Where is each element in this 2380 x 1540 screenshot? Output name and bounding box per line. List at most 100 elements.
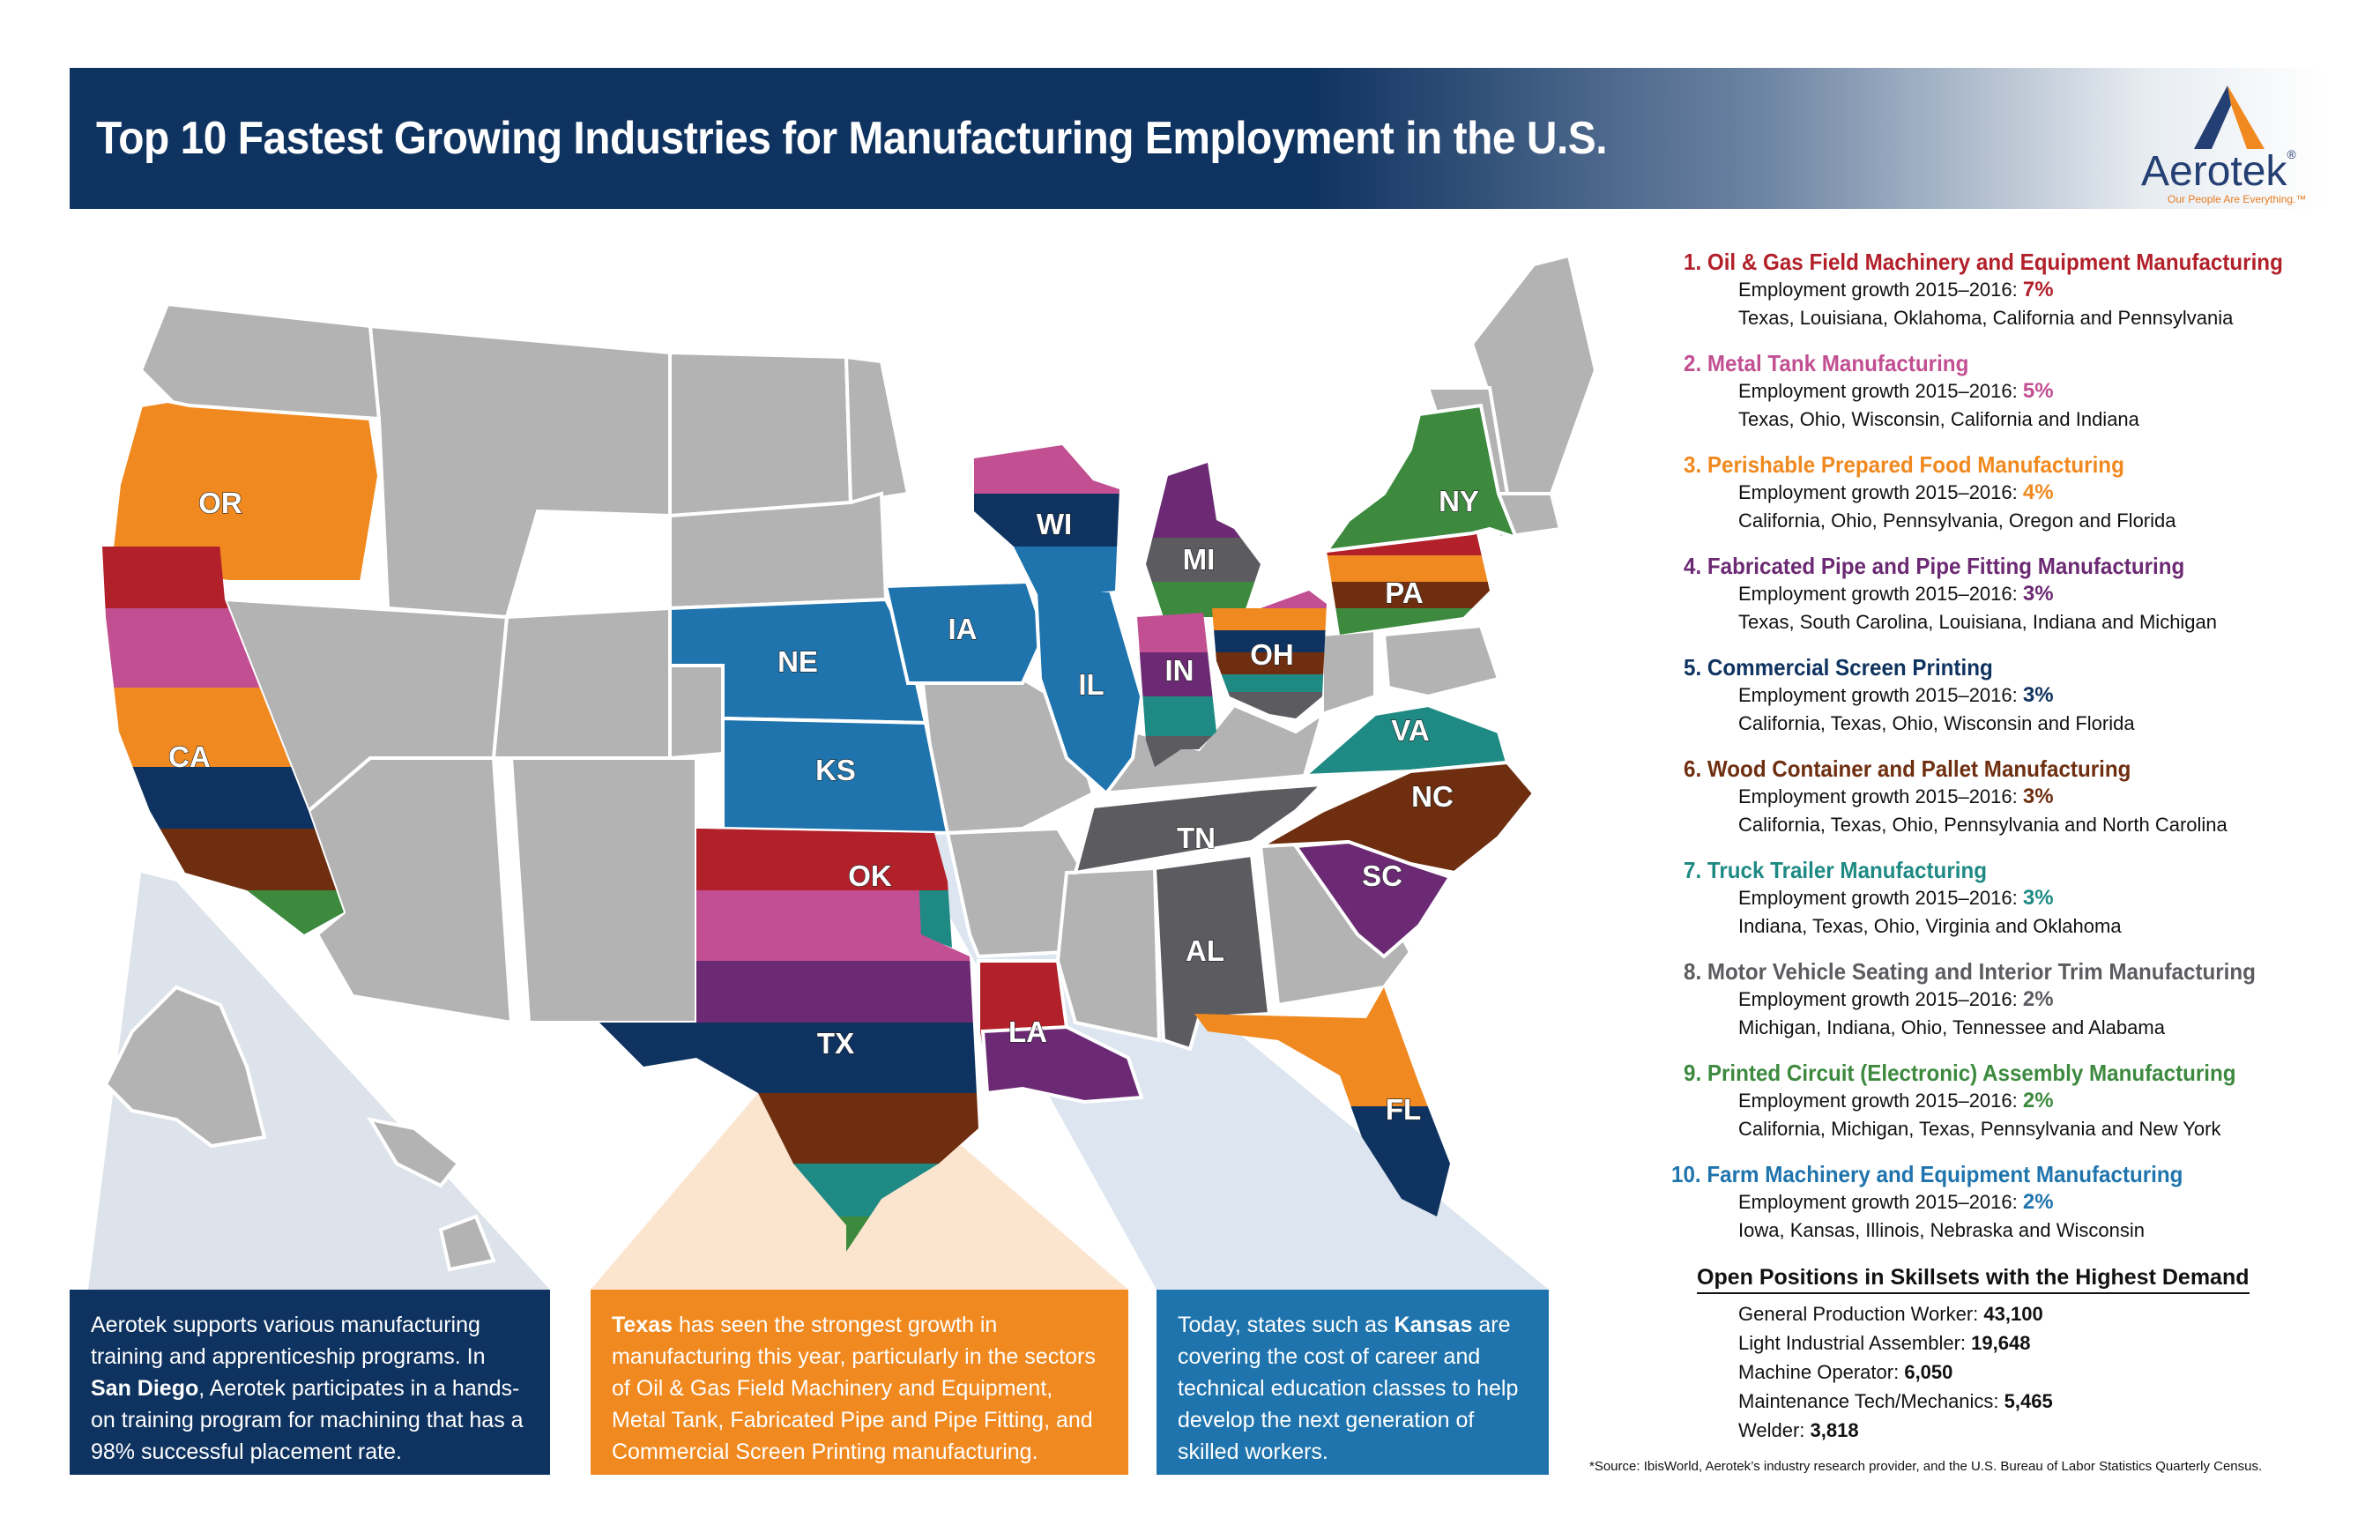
industry-states: Michigan, Indiana, Ohio, Tennessee and A… — [1738, 1016, 2165, 1038]
logo-tagline: Our People Are Everything.™ — [2168, 193, 2307, 205]
state-label-ca: CA — [168, 740, 211, 773]
industry-title: 9. Printed Circuit (Electronic) Assembly… — [1684, 1060, 2307, 1087]
state-label-nc: NC — [1411, 780, 1454, 813]
state-label-pa: PA — [1385, 577, 1423, 609]
industry-growth-line: Employment growth 2015–2016: 5% — [1684, 377, 2354, 405]
open-positions-rows: General Production Worker: 43,100 Light I… — [1697, 1299, 2314, 1445]
callout-kansas-bold: Kansas — [1394, 1313, 1473, 1337]
industry-growth-line: Employment growth 2015–2016: 7% — [1684, 276, 2354, 304]
state-label-or: OR — [198, 487, 242, 519]
state-label-sc: SC — [1362, 859, 1402, 892]
logo-wordmark: Aerotek® — [2141, 147, 2296, 196]
industry-growth-label: Employment growth 2015–2016: — [1738, 279, 2018, 301]
state-label-il: IL — [1078, 668, 1104, 701]
industry-states: California, Texas, Ohio, Wisconsin and F… — [1738, 712, 2135, 734]
industry-item: 4. Fabricated Pipe and Pipe Fitting Manu… — [1684, 553, 2354, 636]
industry-growth-line: Employment growth 2015–2016: 3% — [1684, 580, 2354, 608]
industry-growth-line: Employment growth 2015–2016: 2% — [1684, 1087, 2354, 1115]
industry-name: Commercial Screen Printing — [1707, 654, 1993, 681]
industry-title: 5. Commercial Screen Printing — [1684, 654, 2307, 681]
open-position-value: 3,818 — [1810, 1419, 1859, 1441]
open-position-row: Maintenance Tech/Mechanics: 5,465 — [1697, 1387, 2314, 1416]
state-label-ia: IA — [948, 613, 978, 645]
industry-growth-line: Employment growth 2015–2016: 3% — [1684, 884, 2354, 912]
industry-growth-label: Employment growth 2015–2016: — [1738, 380, 2018, 402]
callout-texas-post: has seen the strongest growth in manufac… — [612, 1313, 1096, 1464]
callout-kansas: Today, states such as Kansas are coverin… — [1157, 1290, 1549, 1475]
industry-name: Fabricated Pipe and Pipe Fitting Manufac… — [1707, 553, 2185, 579]
state-la-lower — [980, 1024, 1144, 1105]
open-position-row: Welder: 3,818 — [1697, 1416, 2314, 1445]
industry-growth-label: Employment growth 2015–2016: — [1738, 684, 2018, 706]
industry-name: Printed Circuit (Electronic) Assembly Ma… — [1707, 1060, 2236, 1086]
industry-item: 9. Printed Circuit (Electronic) Assembly… — [1684, 1060, 2354, 1143]
industry-title: 1. Oil & Gas Field Machinery and Equipme… — [1684, 249, 2307, 276]
industry-states: Texas, Louisiana, Oklahoma, California a… — [1738, 307, 2234, 329]
logo-triangle-icon — [2194, 86, 2265, 149]
state-label-ny: NY — [1439, 485, 1479, 517]
open-positions: Open Positions in Skillsets with the Hig… — [1697, 1265, 2314, 1445]
open-position-value: 6,050 — [1904, 1361, 1953, 1383]
industry-list: 1. Oil & Gas Field Machinery and Equipme… — [1671, 249, 2354, 1262]
callout-san-diego-bold: San Diego — [91, 1376, 199, 1401]
industry-name: Metal Tank Manufacturing — [1707, 350, 1969, 376]
industry-growth-value: 3% — [2022, 582, 2054, 606]
callout-san-diego-post: , Aerotek participates in a hands-on tra… — [91, 1376, 524, 1464]
callout-wedge-san-diego — [88, 873, 550, 1290]
industry-growth-label: Employment growth 2015–2016: — [1738, 1090, 2018, 1112]
callout-texas: Texas has seen the strongest growth in m… — [591, 1290, 1128, 1475]
industry-item: 5. Commercial Screen Printing Employment … — [1684, 654, 2354, 738]
industry-rank: 10. — [1671, 1161, 1701, 1187]
industry-growth-value: 3% — [2022, 785, 2054, 808]
open-position-row: Machine Operator: 6,050 — [1697, 1358, 2314, 1387]
callout-kansas-post: are covering the cost of career and tech… — [1178, 1313, 1519, 1464]
industry-states: Indiana, Texas, Ohio, Virginia and Oklah… — [1738, 915, 2122, 937]
industry-title: 3. Perishable Prepared Food Manufacturin… — [1684, 451, 2307, 479]
industry-name: Wood Container and Pallet Manufacturing — [1707, 755, 2131, 782]
open-position-label: Welder: — [1738, 1419, 1805, 1441]
state-tn — [1073, 782, 1328, 875]
industry-growth-value: 2% — [2022, 1089, 2054, 1112]
logo-name: Aerotek — [2141, 148, 2287, 195]
industry-item: 3. Perishable Prepared Food Manufacturin… — [1684, 451, 2354, 535]
industry-name: Oil & Gas Field Machinery and Equipment … — [1707, 249, 2283, 275]
industry-rank: 1. — [1684, 249, 1702, 275]
industry-title: 8. Motor Vehicle Seating and Interior Tr… — [1684, 958, 2307, 986]
open-position-label: Maintenance Tech/Mechanics: — [1738, 1390, 1999, 1412]
open-position-label: Light Industrial Assembler: — [1738, 1332, 1967, 1354]
industry-states: California, Michigan, Texas, Pennsylvani… — [1738, 1118, 2221, 1140]
state-label-oh: OH — [1250, 638, 1294, 671]
industry-growth-line: Employment growth 2015–2016: 4% — [1684, 479, 2354, 507]
industry-rank: 8. — [1684, 958, 1702, 985]
industry-item: 6. Wood Container and Pallet Manufacturi… — [1684, 755, 2354, 839]
state-ks — [721, 716, 950, 836]
state-ny — [1322, 403, 1520, 554]
industry-growth-label: Employment growth 2015–2016: — [1738, 1191, 2018, 1213]
open-position-value: 5,465 — [2004, 1390, 2053, 1412]
open-position-label: Machine Operator: — [1738, 1361, 1900, 1383]
state-label-ks: KS — [815, 754, 856, 786]
industry-item: 2. Metal Tank Manufacturing Employment gr… — [1684, 350, 2354, 434]
industry-growth-label: Employment growth 2015–2016: — [1738, 481, 2018, 503]
industry-title: 10. Farm Machinery and Equipment Manufac… — [1671, 1161, 2306, 1188]
logo-reg: ® — [2287, 147, 2296, 161]
industry-growth-value: 4% — [2022, 480, 2054, 504]
callout-texas-bold: Texas — [612, 1313, 673, 1337]
state-ia — [883, 579, 1047, 685]
industry-growth-line: Employment growth 2015–2016: 3% — [1684, 783, 2354, 811]
state-label-tn: TN — [1177, 822, 1216, 854]
aerotek-logo: Aerotek® Our People Are Everything.™ — [2123, 68, 2326, 209]
industry-name: Truck Trailer Manufacturing — [1707, 857, 1988, 883]
open-position-row: Light Industrial Assembler: 19,648 — [1697, 1328, 2314, 1358]
industry-title: 2. Metal Tank Manufacturing — [1684, 350, 2307, 377]
open-position-value: 43,100 — [1983, 1303, 2043, 1325]
industry-growth-value: 7% — [2022, 278, 2054, 301]
industry-rank: 7. — [1684, 857, 1702, 883]
open-position-label: General Production Worker: — [1738, 1303, 1979, 1325]
industry-item: 8. Motor Vehicle Seating and Interior Tr… — [1684, 958, 2354, 1042]
industry-growth-value: 3% — [2022, 886, 2054, 910]
page-title: Top 10 Fastest Growing Industries for Ma… — [96, 113, 1608, 164]
state-label-va: VA — [1391, 714, 1429, 747]
industry-states: California, Ohio, Pennsylvania, Oregon a… — [1738, 510, 2176, 532]
industry-states: Texas, Ohio, Wisconsin, California and I… — [1738, 408, 2139, 430]
